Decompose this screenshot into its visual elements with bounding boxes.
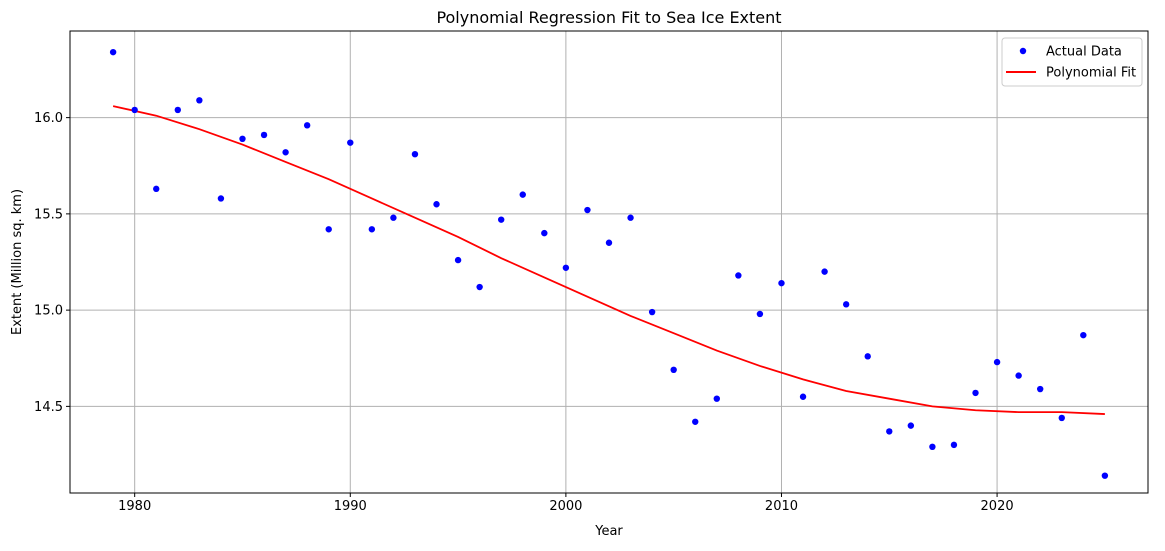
x-tick-label: 2020 — [981, 499, 1014, 514]
y-tick-label: 15.5 — [34, 207, 63, 222]
data-point — [109, 48, 117, 56]
data-point — [842, 301, 850, 308]
data-point — [153, 185, 160, 193]
data-points-layer — [109, 48, 1109, 479]
data-point — [907, 422, 915, 429]
data-point — [627, 214, 634, 221]
x-tick-label: 1980 — [118, 499, 151, 514]
data-point — [239, 135, 246, 142]
x-axis-label: Year — [594, 524, 623, 539]
data-point — [713, 395, 720, 402]
data-point — [519, 191, 526, 198]
data-point — [972, 389, 979, 397]
data-point — [325, 226, 332, 233]
data-point — [778, 279, 785, 287]
data-point — [411, 151, 419, 158]
y-axis-ticks: 14.5 15.0 15.5 16.0 — [34, 111, 70, 415]
y-tick-label: 16.0 — [34, 111, 63, 126]
data-point — [950, 441, 958, 449]
data-point — [648, 308, 656, 316]
data-point — [1058, 414, 1065, 422]
x-tick-label: 2000 — [549, 499, 582, 514]
data-point — [196, 97, 203, 104]
x-axis-ticks: 1980 1990 2000 2010 2020 — [118, 493, 1014, 514]
data-point — [756, 310, 764, 318]
data-point — [390, 214, 397, 221]
fit-line-layer — [112, 105, 1105, 415]
data-point — [670, 366, 677, 373]
data-point — [1080, 331, 1087, 339]
legend-marker-actual-data — [1019, 47, 1027, 55]
plot-frame — [69, 30, 1149, 494]
x-tick-label: 1990 — [334, 499, 367, 514]
data-point — [260, 131, 268, 139]
data-point — [368, 226, 376, 233]
data-point — [692, 418, 699, 425]
data-point — [347, 139, 354, 146]
data-point — [303, 122, 311, 129]
chart-title: Polynomial Regression Fit to Sea Ice Ext… — [436, 8, 781, 27]
data-point — [864, 353, 871, 360]
legend-label-actual-data: Actual Data — [1046, 45, 1122, 60]
data-point — [799, 393, 807, 400]
legend: Actual Data Polynomial Fit — [1001, 37, 1143, 87]
y-axis-label: Extent (Million sq. km) — [10, 189, 25, 335]
data-point — [454, 256, 462, 264]
data-point — [1037, 385, 1044, 393]
data-point — [217, 195, 225, 202]
data-point — [1015, 372, 1022, 379]
x-tick-label: 2010 — [765, 499, 798, 514]
data-point — [886, 428, 893, 435]
data-point — [929, 443, 936, 450]
data-point — [282, 149, 289, 156]
y-tick-label: 15.0 — [34, 304, 63, 319]
data-point — [433, 201, 440, 208]
polynomial-fit-line — [112, 105, 1105, 415]
data-point — [131, 106, 138, 114]
data-point — [735, 272, 742, 279]
data-point — [605, 239, 613, 246]
data-point — [821, 268, 828, 275]
y-tick-label: 14.5 — [34, 400, 63, 415]
legend-label-polynomial-fit: Polynomial Fit — [1046, 66, 1136, 81]
legend-box — [1001, 37, 1143, 87]
data-point — [498, 216, 505, 223]
data-point — [584, 206, 591, 214]
grid-layer — [70, 31, 1148, 493]
data-point — [174, 106, 181, 114]
data-point — [562, 264, 570, 271]
data-point — [1101, 472, 1109, 479]
data-point — [541, 229, 548, 237]
data-point — [476, 283, 483, 291]
data-point — [993, 358, 1001, 366]
